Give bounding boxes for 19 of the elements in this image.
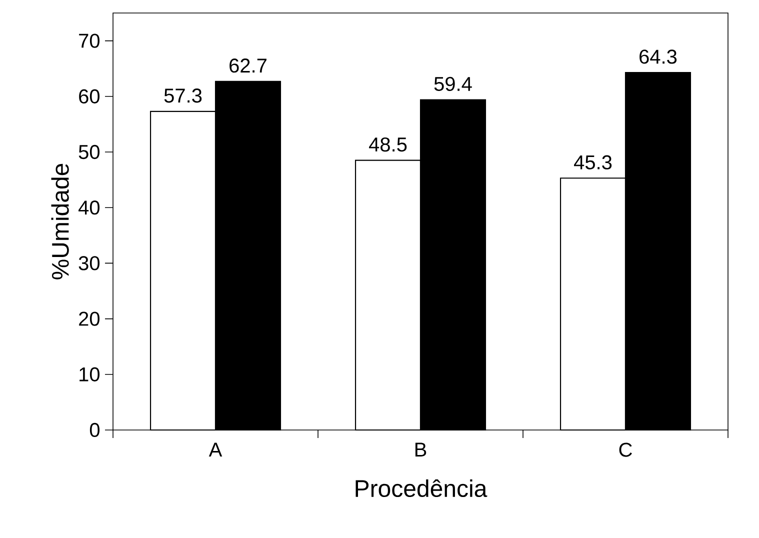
x-tick-label: A (208, 442, 222, 456)
x-axis-title: Procedência (356, 479, 488, 498)
y-tick-label: 70 (79, 34, 100, 48)
y-axis-title: %Umidade (51, 164, 69, 280)
data-label: 59.4 (434, 76, 472, 92)
data-label: 48.5 (369, 137, 407, 152)
y-tick-label: 10 (80, 367, 100, 382)
x-tick-label: C (619, 442, 632, 457)
data-label: 45.3 (574, 155, 612, 170)
data-label: 57.3 (164, 88, 202, 103)
y-tick-label: 60 (79, 89, 100, 104)
y-tick-label: 50 (78, 144, 100, 160)
y-tick-label: 40 (78, 200, 100, 215)
y-tick-label: 30 (78, 256, 100, 270)
data-label: 62.7 (230, 58, 266, 73)
y-tick-label: 0 (90, 422, 100, 438)
x-tick-label: B (415, 442, 426, 456)
data-label: 64.3 (640, 50, 677, 64)
y-tick-label: 20 (79, 312, 100, 326)
